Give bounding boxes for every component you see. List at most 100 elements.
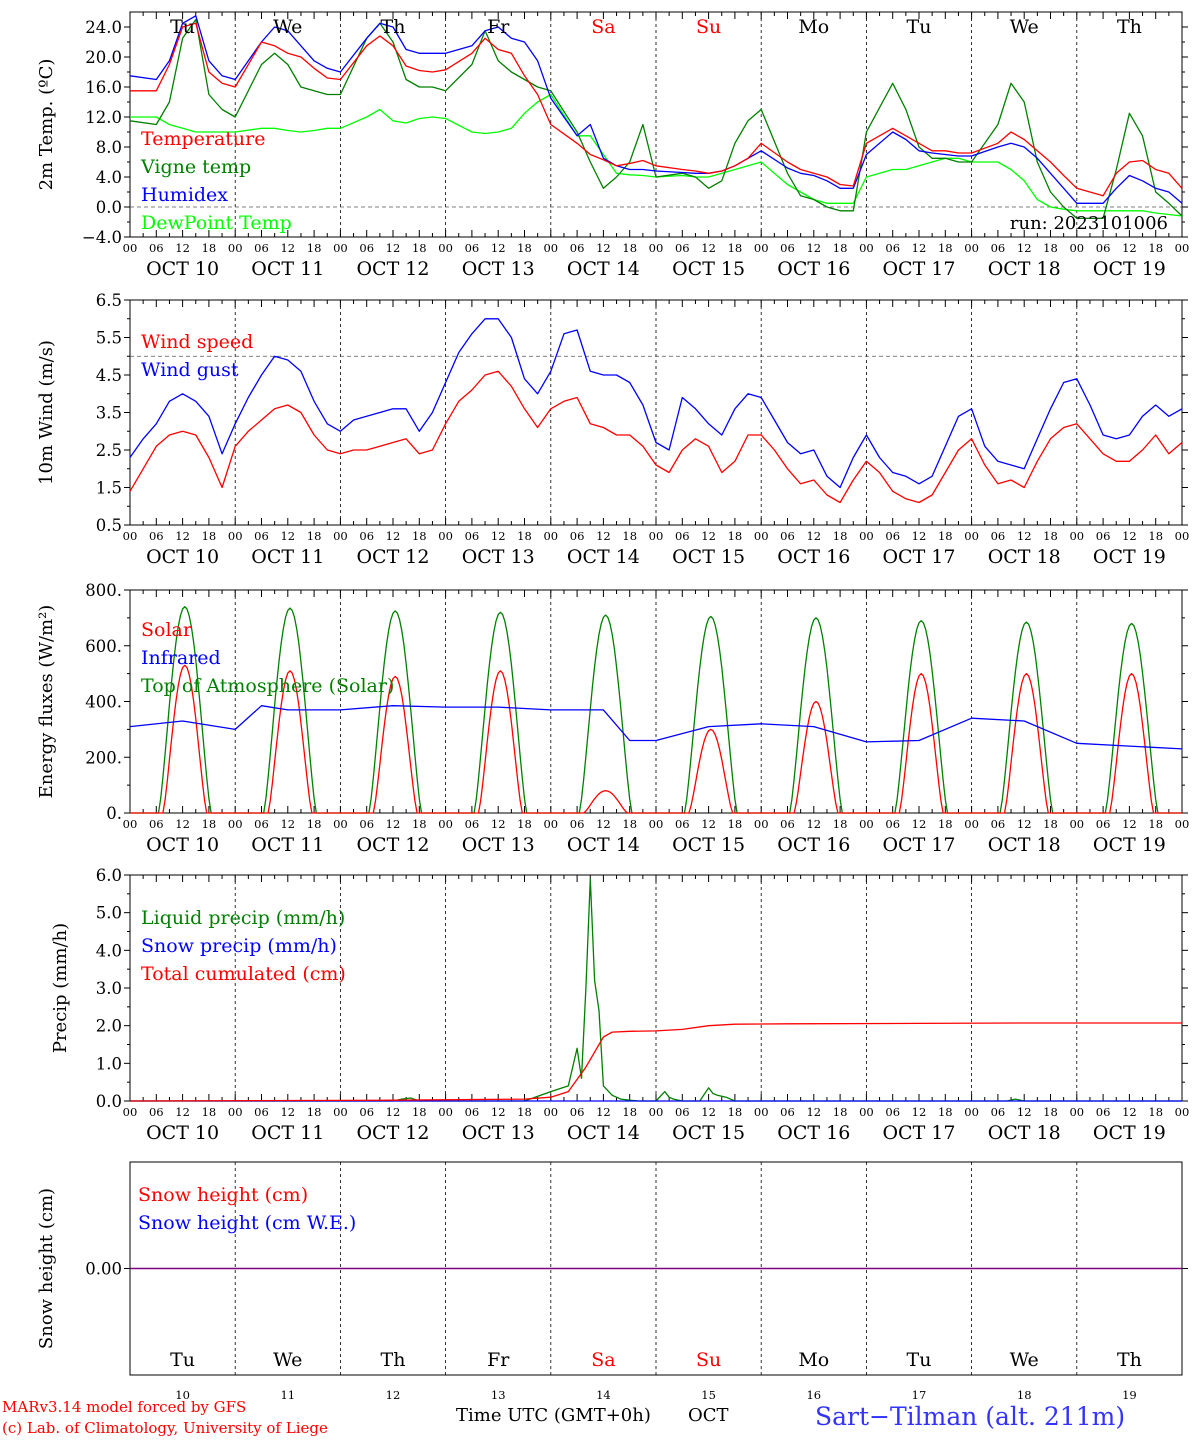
hour-tick-label: 00 — [1175, 529, 1190, 543]
date-label: OCT 12 — [356, 258, 429, 280]
legend-entry: Wind gust — [141, 359, 239, 381]
y-axis-title: Precip (mm/h) — [50, 923, 71, 1053]
hour-tick-label: 06 — [885, 1105, 900, 1119]
weekday-label: Th — [381, 1349, 406, 1371]
hour-tick-label: 18 — [1148, 1105, 1163, 1119]
date-label: OCT 19 — [1093, 546, 1166, 568]
legend-entry: Temperature — [141, 128, 265, 150]
date-label: OCT 10 — [146, 834, 219, 856]
legend-entry: Snow precip (mm/h) — [141, 935, 337, 957]
weekday-label: Su — [696, 1349, 721, 1371]
panel-2 — [124, 299, 1188, 526]
hour-tick-label: 12 — [1122, 529, 1137, 543]
hour-tick-label: 12 — [912, 817, 927, 831]
weekday-label: Fr — [487, 1349, 510, 1371]
date-label: OCT 11 — [251, 258, 324, 280]
hour-tick-label: 00 — [754, 529, 769, 543]
hour-tick-label: 12 — [175, 241, 190, 255]
hour-tick-label: 12 — [1017, 817, 1032, 831]
hour-tick-label: 18 — [1148, 817, 1163, 831]
hour-tick-label: 18 — [833, 1105, 848, 1119]
hour-tick-label: 12 — [1017, 1105, 1032, 1119]
series-line-dewpoint-temp — [130, 93, 1183, 217]
y-tick-label: 2.0 — [96, 1017, 122, 1036]
hour-tick-label: 06 — [570, 241, 585, 255]
y-tick-label: 20.0 — [85, 48, 122, 67]
hour-tick-label: 00 — [123, 817, 138, 831]
hour-tick-label: 12 — [175, 529, 190, 543]
hour-tick-label: 06 — [1096, 1105, 1111, 1119]
hour-tick-label: 00 — [1069, 1105, 1084, 1119]
date-label: OCT 15 — [672, 258, 745, 280]
hour-tick-label: 12 — [491, 1105, 506, 1119]
hour-tick-label: 12 — [806, 1105, 821, 1119]
hour-tick-label: 18 — [1043, 529, 1058, 543]
weekday-label: Sa — [591, 16, 615, 38]
series-line-temperature — [130, 22, 1183, 197]
series-line-solar — [130, 664, 1182, 814]
hour-tick-label: 00 — [543, 1105, 558, 1119]
hour-tick-label: 00 — [964, 1105, 979, 1119]
hour-tick-label: 06 — [675, 817, 690, 831]
hour-tick-label: 18 — [938, 1105, 953, 1119]
hour-tick-label: 06 — [780, 817, 795, 831]
hour-tick-label: 12 — [280, 817, 295, 831]
hour-tick-label: 12 — [596, 241, 611, 255]
hour-tick-label: 12 — [1122, 1105, 1137, 1119]
hour-tick-label: 06 — [359, 1105, 374, 1119]
hour-tick-label: 18 — [938, 241, 953, 255]
station-label: Sart−Tilman (alt. 211m) — [815, 1402, 1126, 1431]
date-label: OCT 11 — [251, 546, 324, 568]
legend-entry: Humidex — [141, 184, 228, 206]
hour-tick-label: 06 — [465, 817, 480, 831]
hour-tick-label: 12 — [491, 529, 506, 543]
hour-tick-label: 00 — [1175, 817, 1190, 831]
y-axis-title: 10m Wind (m/s) — [36, 340, 57, 485]
hour-tick-label: 06 — [675, 529, 690, 543]
hour-tick-label: 12 — [701, 1105, 716, 1119]
hour-tick-label: 18 — [622, 241, 637, 255]
y-axis-title: Snow height (cm) — [36, 1188, 57, 1349]
hour-tick-label: 06 — [991, 1105, 1006, 1119]
date-label: OCT 15 — [672, 1122, 745, 1144]
hour-tick-label: 00 — [1069, 817, 1084, 831]
hour-tick-label: 12 — [806, 241, 821, 255]
hour-tick-label: 18 — [517, 241, 532, 255]
weekday-label: Th — [381, 16, 406, 38]
hour-tick-label: 12 — [1122, 817, 1137, 831]
hour-tick-label: 00 — [543, 241, 558, 255]
day-number: 11 — [280, 1388, 295, 1402]
hour-tick-label: 00 — [754, 241, 769, 255]
hour-tick-label: 18 — [202, 817, 217, 831]
date-label: OCT 12 — [356, 1122, 429, 1144]
y-tick-label: 800. — [85, 581, 122, 600]
hour-tick-label: 06 — [465, 1105, 480, 1119]
weekday-label: Th — [1117, 16, 1142, 38]
hour-tick-label: 18 — [412, 1105, 427, 1119]
date-label: OCT 14 — [567, 834, 640, 856]
hour-tick-label: 12 — [386, 817, 401, 831]
hour-tick-label: 12 — [386, 529, 401, 543]
hour-tick-label: 06 — [1096, 817, 1111, 831]
hour-tick-label: 18 — [938, 529, 953, 543]
date-label: OCT 19 — [1093, 258, 1166, 280]
series-line-wind-gust — [129, 318, 1183, 489]
hour-tick-label: 06 — [675, 1105, 690, 1119]
series-line-liquid-precip-mm-h- — [130, 878, 1182, 1102]
hour-tick-label: 18 — [728, 817, 743, 831]
hour-tick-label: 00 — [1069, 529, 1084, 543]
hour-tick-label: 18 — [833, 241, 848, 255]
y-tick-label: 24.0 — [85, 18, 122, 37]
date-label: OCT 10 — [146, 258, 219, 280]
hour-tick-label: 12 — [912, 529, 927, 543]
hour-tick-label: 12 — [806, 817, 821, 831]
weekday-label: Mo — [798, 16, 829, 38]
hour-tick-label: 12 — [1017, 529, 1032, 543]
hour-tick-label: 18 — [1043, 817, 1058, 831]
hour-tick-label: 00 — [1175, 1105, 1190, 1119]
y-tick-label: 0.0 — [96, 1092, 122, 1111]
hour-tick-label: 06 — [570, 529, 585, 543]
y-tick-label: 400. — [85, 693, 122, 712]
hour-tick-label: 06 — [359, 241, 374, 255]
